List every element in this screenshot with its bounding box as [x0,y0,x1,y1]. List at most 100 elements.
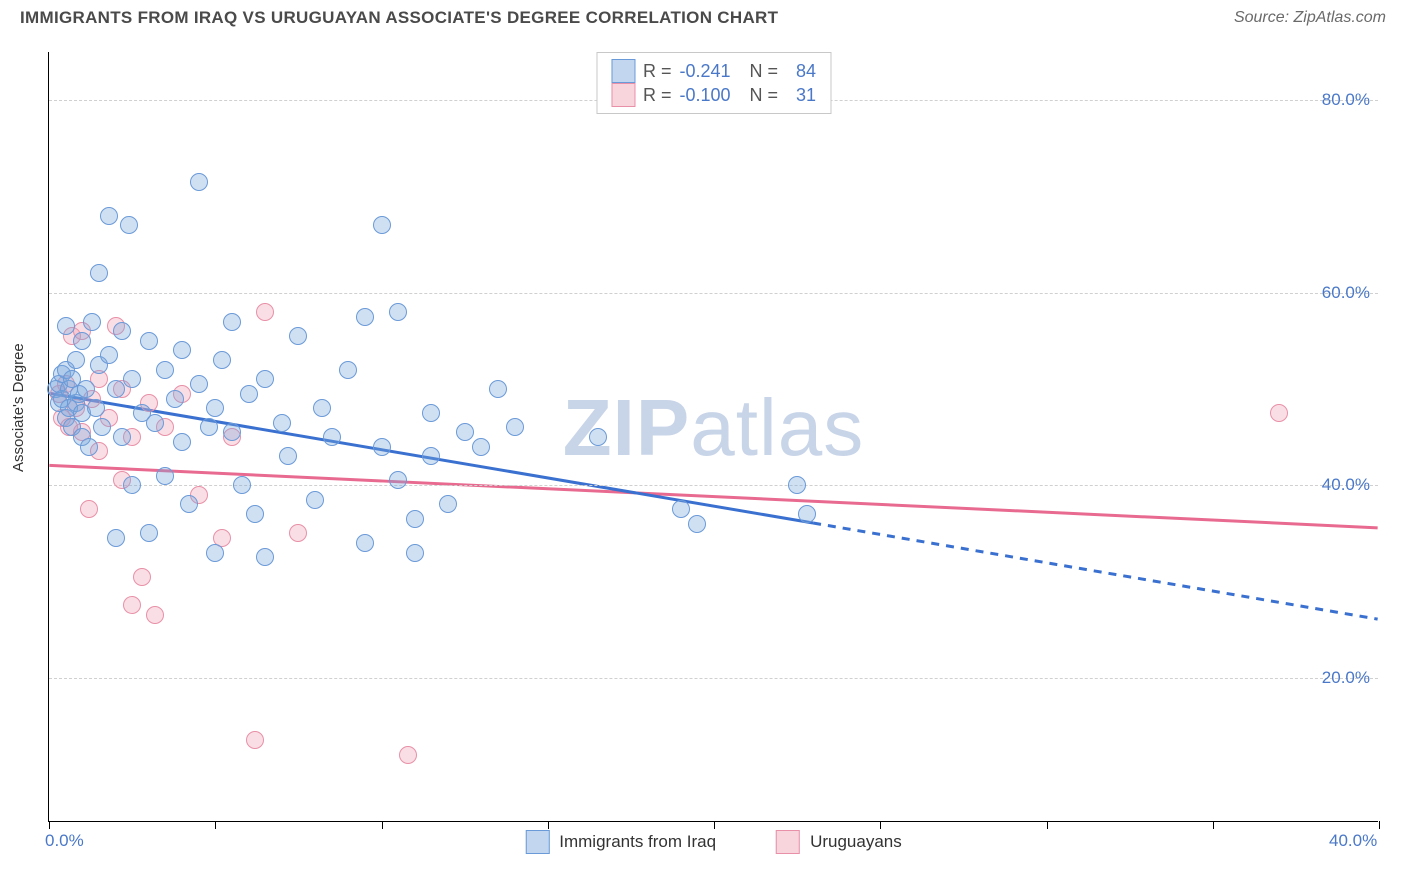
data-point [256,548,274,566]
chart-title: IMMIGRANTS FROM IRAQ VS URUGUAYAN ASSOCI… [20,8,778,28]
data-point [289,327,307,345]
data-point [672,500,690,518]
x-tick [714,821,715,829]
gridline [49,293,1378,294]
legend-swatch-pink [611,83,635,107]
x-tick [382,821,383,829]
chart-area: Associate's Degree ZIPatlas R =-0.241N =… [0,32,1406,872]
gridline [49,678,1378,679]
data-point [80,438,98,456]
data-point [83,313,101,331]
y-tick-label: 60.0% [1322,283,1370,303]
legend-correlation-row: R =-0.241N =84 [611,59,816,83]
data-point [223,313,241,331]
data-point [123,476,141,494]
data-point [173,433,191,451]
data-point [356,308,374,326]
data-point [422,447,440,465]
x-tick [1213,821,1214,829]
data-point [190,173,208,191]
data-point [93,418,111,436]
legend-series-item: Immigrants from Iraq [525,830,716,854]
data-point [123,370,141,388]
data-point [180,495,198,513]
data-point [213,351,231,369]
data-point [206,544,224,562]
data-point [190,375,208,393]
data-point [373,438,391,456]
data-point [90,264,108,282]
data-point [200,418,218,436]
data-point [456,423,474,441]
data-point [506,418,524,436]
legend-swatch-blue [611,59,635,83]
data-point [100,207,118,225]
data-point [156,361,174,379]
data-point [289,524,307,542]
data-point [123,596,141,614]
x-tick [215,821,216,829]
legend-series: Immigrants from Iraq Uruguayans [525,830,901,854]
x-tick [49,821,50,829]
data-point [107,529,125,547]
data-point [313,399,331,417]
data-point [798,505,816,523]
data-point [246,731,264,749]
legend-n-label: N = [750,85,779,106]
data-point [389,471,407,489]
data-point [472,438,490,456]
x-tick-label: 0.0% [45,831,84,851]
data-point [439,495,457,513]
data-point [146,414,164,432]
data-point [166,390,184,408]
source-credit: Source: ZipAtlas.com [1234,9,1386,27]
data-point [173,341,191,359]
data-point [1270,404,1288,422]
legend-r-label: R = [643,85,672,106]
chart-header: IMMIGRANTS FROM IRAQ VS URUGUAYAN ASSOCI… [0,0,1406,32]
data-point [323,428,341,446]
data-point [240,385,258,403]
legend-series-item: Uruguayans [776,830,902,854]
data-point [399,746,417,764]
data-point [246,505,264,523]
data-point [589,428,607,446]
data-point [140,524,158,542]
data-point [80,500,98,518]
data-point [256,370,274,388]
data-point [100,346,118,364]
data-point [373,216,391,234]
data-point [422,404,440,422]
data-point [57,317,75,335]
data-point [67,351,85,369]
data-point [133,568,151,586]
data-point [389,303,407,321]
x-tick [1047,821,1048,829]
legend-n-value: 31 [786,85,816,106]
data-point [87,399,105,417]
data-point [77,380,95,398]
x-tick [548,821,549,829]
data-point [306,491,324,509]
y-tick-label: 40.0% [1322,475,1370,495]
x-tick [880,821,881,829]
y-tick-label: 80.0% [1322,90,1370,110]
data-point [206,399,224,417]
data-point [356,534,374,552]
data-point [279,447,297,465]
legend-swatch-pink [776,830,800,854]
data-point [107,380,125,398]
watermark: ZIPatlas [563,381,864,473]
data-point [113,428,131,446]
y-axis-label: Associate's Degree [10,343,27,472]
data-point [156,467,174,485]
legend-series-label: Immigrants from Iraq [559,832,716,852]
data-point [406,544,424,562]
data-point [113,322,131,340]
data-point [256,303,274,321]
data-point [233,476,251,494]
legend-r-value: -0.241 [680,61,742,82]
data-point [273,414,291,432]
plot-region: ZIPatlas R =-0.241N =84R =-0.100N =31 Im… [48,52,1378,822]
data-point [788,476,806,494]
